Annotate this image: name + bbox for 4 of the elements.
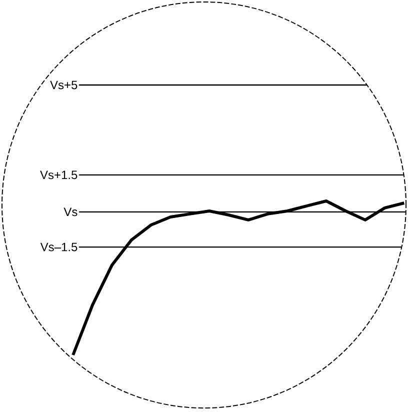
ref-line-label: Vs+1.5: [40, 170, 78, 180]
ref-line-label: Vs–1.5: [40, 242, 78, 252]
ref-line-label: Vs: [64, 208, 78, 216]
ref-line-label: Vs+5: [50, 80, 78, 90]
